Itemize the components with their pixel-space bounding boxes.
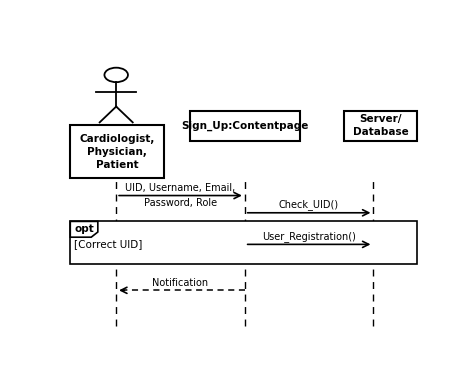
- Text: Password, Role: Password, Role: [144, 198, 217, 208]
- Text: User_Registration(): User_Registration(): [262, 231, 356, 242]
- Text: [Correct UID]: [Correct UID]: [74, 239, 142, 250]
- Text: Check_UID(): Check_UID(): [279, 200, 339, 210]
- Text: Server/
Database: Server/ Database: [353, 114, 409, 138]
- Bar: [70, 222, 418, 264]
- Bar: [70, 125, 164, 178]
- Ellipse shape: [104, 68, 128, 82]
- Text: Notification: Notification: [153, 278, 209, 288]
- Text: opt: opt: [74, 224, 94, 234]
- Polygon shape: [70, 222, 98, 237]
- Bar: [190, 111, 300, 141]
- Text: UID, Username, Email,: UID, Username, Email,: [125, 183, 236, 193]
- Bar: [344, 111, 418, 141]
- Text: Cardiologist,
Physician,
Patient: Cardiologist, Physician, Patient: [80, 134, 155, 170]
- Text: Sign_Up:Contentpage: Sign_Up:Contentpage: [181, 121, 309, 131]
